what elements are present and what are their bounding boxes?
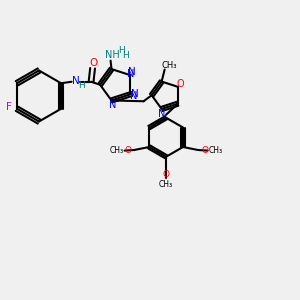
- Text: O: O: [176, 80, 184, 89]
- Text: O: O: [124, 146, 131, 155]
- Text: N: N: [158, 109, 165, 119]
- Text: N: N: [72, 76, 80, 86]
- Text: NH: NH: [105, 50, 119, 60]
- Text: H: H: [122, 51, 129, 60]
- Text: CH₃: CH₃: [161, 61, 177, 70]
- Text: N: N: [131, 89, 139, 99]
- Text: CH₃: CH₃: [159, 180, 173, 189]
- Text: O: O: [201, 146, 208, 155]
- Text: N: N: [109, 100, 116, 110]
- Text: N: N: [130, 91, 137, 101]
- Text: H: H: [78, 81, 85, 90]
- Text: O: O: [89, 58, 97, 68]
- Text: H: H: [118, 46, 124, 55]
- Text: CH₃: CH₃: [109, 146, 123, 155]
- Text: CH₃: CH₃: [209, 146, 223, 155]
- Text: N: N: [127, 69, 134, 79]
- Text: F: F: [7, 102, 12, 112]
- Text: O: O: [163, 170, 170, 179]
- Text: N: N: [128, 67, 135, 77]
